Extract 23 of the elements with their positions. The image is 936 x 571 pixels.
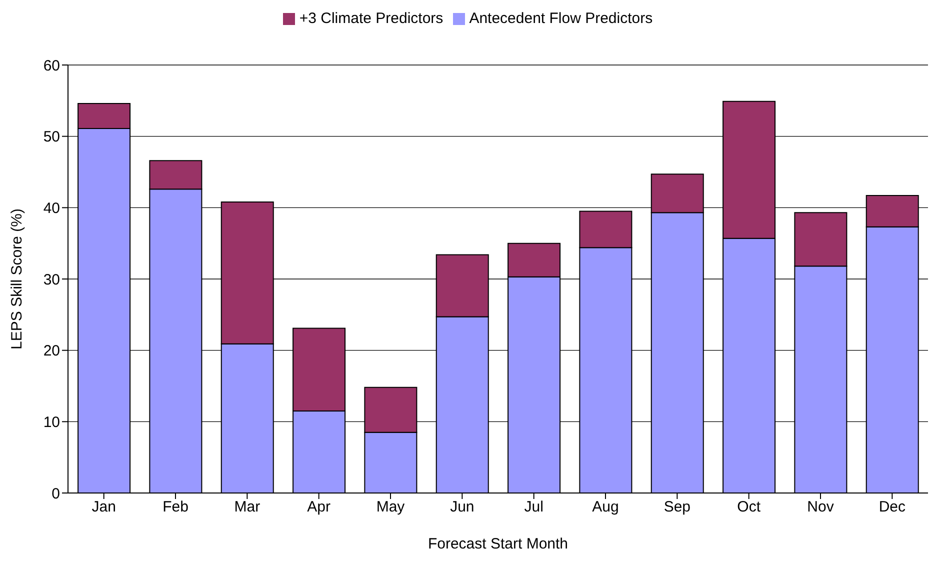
y-tick-label: 50 (43, 128, 60, 146)
x-tick-label: Jul (524, 498, 544, 516)
y-axis-title: LEPS Skill Score (%) (8, 208, 26, 350)
x-tick-label: Mar (234, 498, 260, 516)
x-tick-label: Dec (878, 498, 906, 516)
y-tick-label: 40 (43, 200, 60, 217)
x-tick-label: Jun (450, 498, 474, 516)
y-tick-label: 10 (43, 414, 60, 431)
y-tick-label: 0 (52, 485, 60, 502)
x-axis-title: Forecast Start Month (428, 536, 568, 553)
x-tick-label: May (376, 498, 406, 516)
legend-label: Antecedent Flow Predictors (469, 10, 653, 27)
x-tick-label: Feb (162, 498, 188, 516)
x-tick-label: Oct (737, 498, 762, 516)
x-tick-label: Aug (592, 498, 619, 516)
x-tick-label: Jan (92, 498, 116, 516)
x-tick-label: Nov (807, 498, 834, 516)
y-tick-label: 20 (43, 342, 60, 360)
x-tick-label: Sep (664, 498, 691, 516)
x-tick-label: Apr (307, 498, 331, 516)
y-tick-label: 60 (43, 57, 60, 74)
y-tick-label: 30 (43, 271, 60, 288)
legend-label: +3 Climate Predictors (299, 10, 444, 27)
